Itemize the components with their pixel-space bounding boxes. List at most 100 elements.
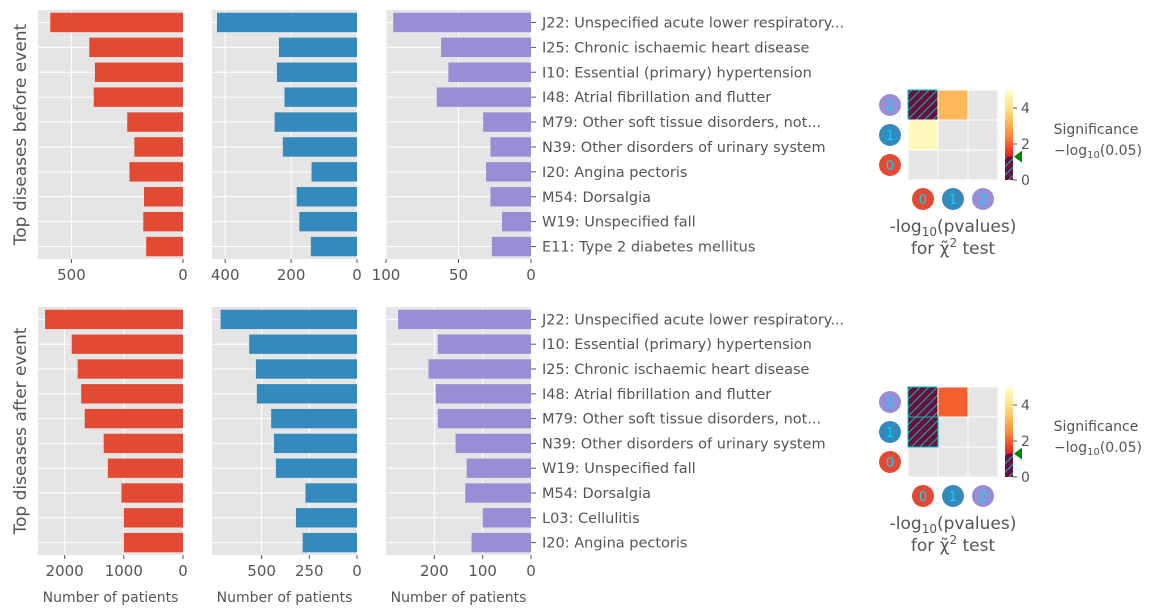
cluster-marker: [972, 188, 994, 210]
heatmap-cell-empty: [967, 446, 999, 478]
category-label: N39: Other disorders of urinary system: [542, 436, 826, 452]
threshold-marker: [1014, 447, 1022, 460]
cluster-marker-label: 2: [979, 490, 987, 505]
bar: [276, 62, 357, 82]
bar: [295, 508, 357, 528]
heatmap-cell-empty: [967, 89, 999, 121]
category-label: M79: Other soft tissue disorders, not...: [542, 115, 821, 131]
category-label: E11: Type 2 diabetes mellitus: [542, 240, 755, 256]
category-label: L03: Cellulitis: [542, 511, 640, 527]
colorbar-sublabel: −log10(0.05): [1054, 143, 1142, 161]
tick-label: 0: [352, 562, 362, 580]
bar: [127, 112, 183, 132]
cluster-marker: [912, 188, 934, 210]
bar: [249, 334, 357, 354]
cluster-marker-label: 2: [886, 99, 894, 114]
category-label: W19: Unspecified fall: [542, 461, 696, 477]
heatmap-cell-empty: [967, 416, 999, 448]
bar: [455, 433, 531, 454]
heatmap-cell-empty: [967, 386, 999, 418]
colorbar-label: Significance: [1054, 419, 1139, 435]
bar: [437, 408, 531, 429]
colorbar-tick-label: 0: [1021, 470, 1030, 486]
colorbar-tick-label: 4: [1021, 101, 1030, 117]
bar: [143, 187, 183, 207]
bar: [255, 359, 357, 379]
cluster-marker-label: 1: [886, 426, 894, 441]
bar: [437, 334, 531, 354]
category-label: M79: Other soft tissue disorders, not...: [542, 412, 821, 428]
category-label: J22: Unspecified acute lower respiratory…: [541, 15, 844, 31]
tick-label: 250: [295, 562, 324, 580]
tick-label: 1000: [105, 562, 143, 580]
bar: [302, 532, 357, 553]
bar: [103, 433, 183, 454]
bar: [220, 309, 357, 330]
bar: [45, 309, 184, 330]
heatmap-title-line1: -log10(pvalues): [890, 217, 1017, 239]
tick-label: 0: [526, 562, 536, 580]
heatmap-cell: [907, 386, 939, 418]
cluster-marker-label: 2: [979, 193, 987, 208]
colorbar-tick-label: 4: [1021, 398, 1030, 414]
x-axis-label: Number of patients: [391, 590, 527, 606]
tick-label: 200: [277, 266, 306, 284]
bar: [305, 483, 357, 503]
heatmap-cell-empty: [907, 149, 939, 181]
bar: [428, 359, 531, 379]
heatmap-cell-empty: [937, 416, 969, 448]
cluster-marker: [879, 391, 901, 413]
cluster-marker: [942, 188, 964, 210]
category-label: W19: Unspecified fall: [542, 215, 696, 231]
bar: [393, 12, 531, 33]
cluster-marker: [942, 485, 964, 507]
colorbar-hatch: [1005, 453, 1013, 477]
category-label: M54: Dorsalgia: [542, 190, 651, 206]
bar: [435, 384, 531, 404]
bar: [216, 12, 357, 33]
bar: [71, 334, 183, 354]
bar: [483, 112, 531, 132]
category-label: I48: Atrial fibrillation and flutter: [542, 90, 771, 106]
bar: [77, 359, 183, 379]
heatmap-cell: [907, 416, 939, 448]
category-label: I10: Essential (primary) hypertension: [542, 337, 812, 353]
bar: [84, 408, 183, 429]
bar: [275, 458, 357, 478]
bar: [465, 483, 531, 503]
cluster-marker: [879, 124, 901, 146]
cluster-marker-label: 0: [886, 159, 894, 174]
heatmap-cell: [907, 119, 939, 151]
tick-label: 0: [526, 266, 536, 284]
heatmap-cell-empty: [907, 446, 939, 478]
cluster-marker-label: 1: [886, 129, 894, 144]
threshold-marker: [1014, 150, 1022, 163]
tick-label: 100: [468, 562, 497, 580]
bar: [143, 211, 183, 232]
bar: [278, 37, 357, 58]
bar: [491, 236, 531, 257]
bar: [123, 508, 183, 528]
category-label: M54: Dorsalgia: [542, 486, 651, 502]
cluster-marker-label: 2: [886, 396, 894, 411]
cluster-marker: [879, 154, 901, 176]
cluster-marker: [879, 94, 901, 116]
bar: [274, 112, 357, 132]
heatmap-cell-empty: [937, 149, 969, 181]
bar: [441, 37, 531, 58]
colorbar-tick-label: 2: [1021, 137, 1030, 153]
bar: [482, 508, 531, 528]
bar: [121, 483, 183, 503]
tick-label: 50: [449, 266, 468, 284]
bar: [274, 433, 357, 454]
bar: [134, 137, 183, 157]
cluster-marker-label: 1: [949, 490, 957, 505]
bar: [282, 137, 357, 157]
tick-label: 100: [372, 266, 401, 284]
bar: [89, 37, 183, 58]
heatmap-title-line2: for χ̃2 test: [911, 236, 996, 259]
bar: [50, 12, 184, 33]
bar: [471, 532, 531, 553]
tick-label: 0: [178, 562, 188, 580]
